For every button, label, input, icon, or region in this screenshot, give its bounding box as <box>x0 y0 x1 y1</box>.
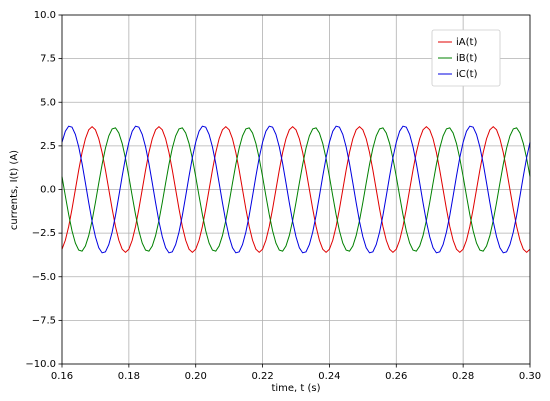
series-line <box>61 125 531 254</box>
x-tick-label: 0.16 <box>51 371 73 382</box>
y-tick-label: 2.5 <box>40 141 56 152</box>
y-tick-label: −10.0 <box>25 359 56 370</box>
y-tick-label: 10.0 <box>34 10 56 21</box>
plot-area <box>61 125 531 254</box>
x-tick-label: 0.26 <box>385 371 407 382</box>
legend-label: iC(t) <box>456 69 478 80</box>
y-axis-label: currents, I(t) (A) <box>9 150 20 230</box>
legend-label: iB(t) <box>456 53 477 64</box>
y-tick-label: −7.5 <box>32 315 56 326</box>
y-tick-label: 5.0 <box>40 97 56 108</box>
x-tick-label: 0.30 <box>519 371 541 382</box>
legend-label: iA(t) <box>456 37 477 48</box>
x-axis-label: time, t (s) <box>271 383 320 394</box>
legend: iA(t) iB(t) iC(t) <box>431 29 501 87</box>
x-tick-label: 0.24 <box>318 371 340 382</box>
y-tick-label: −5.0 <box>32 272 56 283</box>
x-tick-label: 0.18 <box>118 371 140 382</box>
ticks: 0.16 0.18 0.20 0.22 0.24 0.26 0.28 0.30 −10.0 −7.… <box>25 10 541 382</box>
x-tick-label: 0.20 <box>185 371 207 382</box>
y-tick-label: −2.5 <box>32 228 56 239</box>
y-tick-label: 0.0 <box>40 185 56 196</box>
legend-box <box>431 29 501 87</box>
y-tick-label: 7.5 <box>40 54 56 65</box>
x-tick-label: 0.22 <box>251 371 273 382</box>
series-line <box>61 125 531 254</box>
series-line <box>61 127 531 252</box>
x-tick-label: 0.28 <box>452 371 474 382</box>
